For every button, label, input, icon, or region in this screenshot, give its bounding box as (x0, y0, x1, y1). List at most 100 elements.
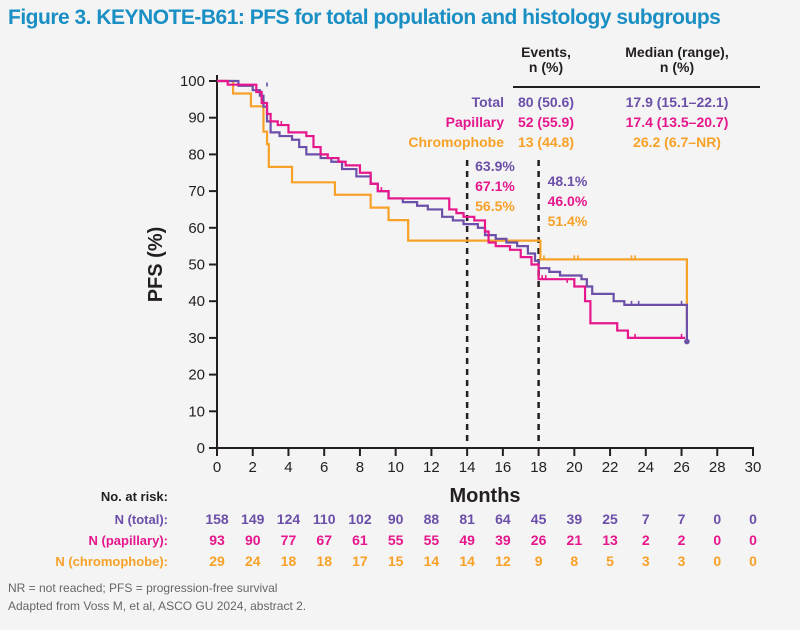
x-tick-label: 8 (356, 459, 364, 476)
annotation-month18-papillary: 46.0% (548, 193, 588, 209)
legend-header-median: n (%) (660, 59, 694, 75)
risk-value-chromophobe: 14 (459, 553, 475, 569)
risk-value-papillary: 0 (749, 532, 757, 548)
x-tick-label: 24 (637, 459, 654, 476)
risk-value-total: 158 (205, 511, 229, 527)
x-tick-label: 30 (745, 459, 762, 476)
legend-median-chromophobe: 26.2 (6.7–NR) (633, 134, 721, 150)
risk-table-title: No. at risk: (101, 489, 168, 504)
risk-value-chromophobe: 9 (535, 553, 543, 569)
risk-value-papillary: 2 (642, 532, 650, 548)
risk-value-papillary: 93 (209, 532, 225, 548)
annotation-month14-chromophobe: 56.5% (475, 198, 515, 214)
risk-value-total: 110 (313, 511, 336, 527)
km-curve-papillary (217, 79, 686, 339)
km-curve-total (217, 79, 688, 342)
x-tick-label: 10 (387, 459, 404, 476)
risk-value-total: 81 (459, 511, 475, 527)
y-tick-label: 60 (188, 220, 205, 237)
risk-value-chromophobe: 29 (209, 553, 225, 569)
x-tick-label: 14 (459, 459, 476, 476)
risk-value-chromophobe: 5 (606, 553, 614, 569)
annotation-month18-chromophobe: 51.4% (548, 213, 588, 229)
x-tick-label: 2 (249, 459, 257, 476)
risk-row-label-chromophobe: N (chromophobe): (55, 554, 168, 569)
y-tick-label: 100 (180, 73, 205, 90)
risk-value-total: 90 (388, 511, 404, 527)
risk-value-papillary: 67 (316, 532, 332, 548)
risk-value-papillary: 26 (531, 532, 547, 548)
risk-value-chromophobe: 3 (678, 553, 686, 569)
figure-title: Figure 3. KEYNOTE-B61: PFS for total pop… (8, 6, 721, 29)
end-point-total (684, 338, 690, 345)
y-tick-label: 70 (188, 183, 205, 200)
legend-label-total: Total (472, 94, 504, 110)
footnote-source: Adapted from Voss M, et al, ASCO GU 2024… (8, 599, 307, 613)
risk-value-total: 149 (241, 511, 265, 527)
risk-value-total: 102 (348, 511, 372, 527)
x-tick-label: 22 (602, 459, 619, 476)
risk-value-papillary: 55 (424, 532, 440, 548)
risk-value-chromophobe: 15 (388, 553, 404, 569)
risk-value-chromophobe: 8 (570, 553, 578, 569)
risk-value-chromophobe: 12 (495, 553, 511, 569)
y-tick-label: 30 (188, 330, 205, 347)
risk-value-papillary: 0 (713, 532, 721, 548)
risk-value-papillary: 77 (281, 532, 297, 548)
risk-value-papillary: 2 (678, 532, 686, 548)
x-tick-label: 28 (709, 459, 726, 476)
risk-value-total: 45 (531, 511, 547, 527)
risk-value-chromophobe: 14 (424, 553, 440, 569)
risk-value-total: 7 (642, 511, 650, 527)
y-tick-label: 50 (188, 257, 205, 274)
risk-value-chromophobe: 18 (316, 553, 332, 569)
annotation-month14-papillary: 67.1% (475, 178, 515, 194)
x-axis-label: Months (449, 485, 520, 507)
y-tick-label: 80 (188, 146, 205, 163)
risk-value-papillary: 13 (602, 532, 618, 548)
legend-header-events: Events, (521, 44, 571, 60)
risk-value-total: 0 (713, 511, 721, 527)
risk-value-papillary: 49 (459, 532, 475, 548)
legend-median-total: 17.9 (15.1–22.1) (626, 94, 729, 110)
legend-label-papillary: Papillary (446, 114, 505, 130)
x-tick-label: 12 (423, 459, 440, 476)
risk-value-papillary: 55 (388, 532, 404, 548)
risk-value-chromophobe: 0 (749, 553, 757, 569)
risk-value-total: 0 (749, 511, 757, 527)
legend-label-chromophobe: Chromophobe (408, 134, 504, 150)
legend-events-papillary: 52 (55.9) (518, 114, 574, 130)
risk-row-label-papillary: N (papillary): (89, 533, 168, 548)
y-tick-label: 20 (188, 367, 205, 384)
risk-value-total: 7 (678, 511, 686, 527)
risk-value-papillary: 90 (245, 532, 261, 548)
x-tick-label: 20 (566, 459, 583, 476)
km-curve-chromophobe (217, 79, 688, 323)
risk-value-chromophobe: 0 (713, 553, 721, 569)
annotation-month14-total: 63.9% (475, 158, 515, 174)
risk-value-total: 64 (495, 511, 511, 527)
risk-value-chromophobe: 18 (281, 553, 297, 569)
legend-header-events: n (%) (529, 59, 563, 75)
risk-value-total: 88 (424, 511, 440, 527)
risk-value-papillary: 61 (352, 532, 368, 548)
risk-value-total: 124 (277, 511, 301, 527)
x-tick-label: 0 (213, 459, 221, 476)
risk-value-total: 25 (602, 511, 618, 527)
annotation-month18-total: 48.1% (548, 173, 588, 189)
y-tick-label: 10 (188, 403, 205, 420)
x-tick-label: 6 (320, 459, 328, 476)
y-axis-label: PFS (%) (145, 227, 167, 303)
risk-value-total: 39 (567, 511, 583, 527)
legend-header-median: Median (range), (625, 44, 728, 60)
y-tick-label: 90 (188, 110, 205, 127)
risk-value-papillary: 39 (495, 532, 511, 548)
risk-row-label-total: N (total): (115, 512, 168, 527)
risk-value-chromophobe: 17 (352, 553, 368, 569)
risk-value-chromophobe: 24 (245, 553, 261, 569)
legend-median-papillary: 17.4 (13.5–20.7) (626, 114, 729, 130)
y-tick-label: 40 (188, 293, 205, 310)
x-tick-label: 18 (530, 459, 547, 476)
legend-events-total: 80 (50.6) (518, 94, 574, 110)
